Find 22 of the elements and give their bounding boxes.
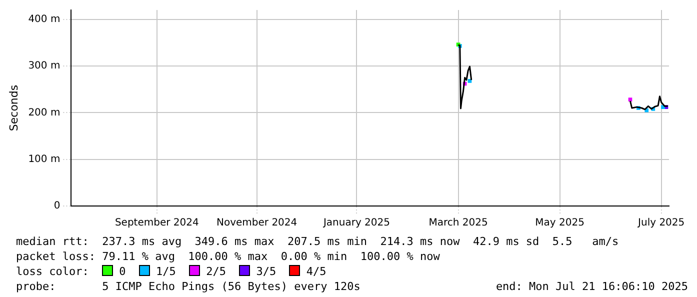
x-tick-label: September 2024: [114, 218, 199, 229]
x-tick-label: November 2024: [216, 218, 298, 229]
text: probe: 5 ICMP Echo Pings (56 Bytes) every 120s: [16, 279, 360, 294]
y-tick-label: 300 m: [28, 60, 60, 72]
text: packet loss: 79.11 % avg 100.00 % max 0.00 % min 100.00 % now: [16, 249, 441, 264]
y-tick-label: 400 m: [28, 14, 60, 25]
legend-label: 0: [119, 265, 127, 278]
legend-label: 2/5: [206, 265, 227, 278]
y-tick-label: 200 m: [28, 107, 60, 118]
legend-label: 3/5: [256, 265, 278, 278]
y-tick-label: 100 m: [28, 154, 60, 165]
x-tick-label: May 2025: [535, 218, 584, 229]
legend-title: loss color:: [16, 265, 90, 278]
x-tick-label: January 2025: [322, 218, 390, 229]
y-axis-title: Seconds: [7, 84, 20, 132]
legend-label: 4/5: [306, 265, 328, 278]
x-tick-label: March 2025: [428, 218, 488, 229]
legend-label: 1/5: [156, 265, 177, 278]
text: median rtt: 237.3 ms avg 349.6 ms max 207.5 ms min 214.3 ms now 42.9 ms sd 5.5 am/s: [16, 234, 620, 249]
x-tick-label: July 2025: [637, 218, 685, 229]
y-tick-label: 0: [54, 200, 60, 212]
text: end: Mon Jul 21 16:06:10 2025: [496, 279, 688, 294]
